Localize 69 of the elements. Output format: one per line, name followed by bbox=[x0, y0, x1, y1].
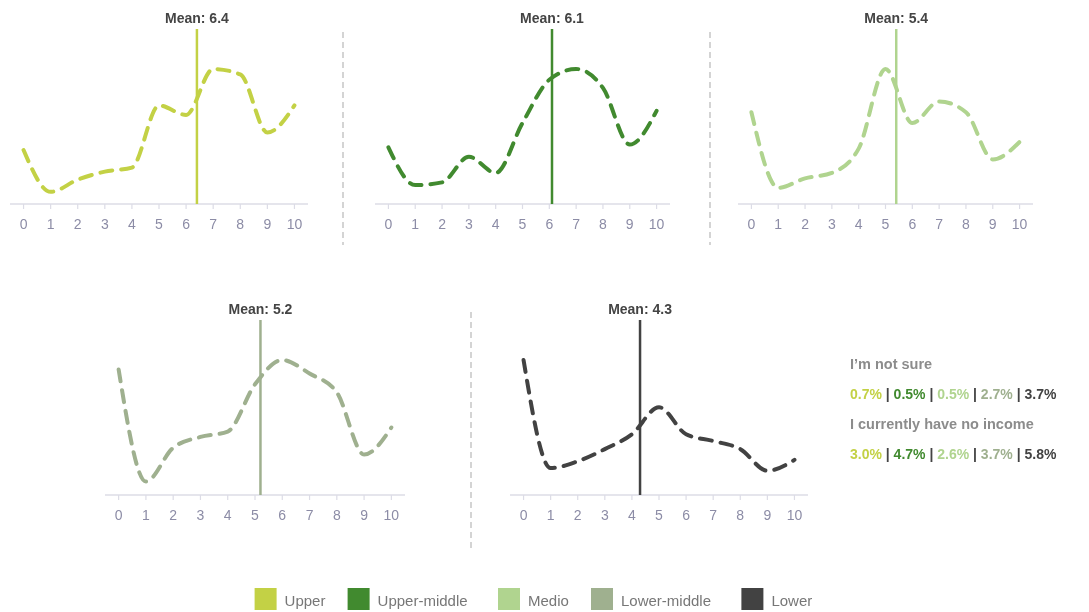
x-tick-label: 1 bbox=[46, 216, 55, 232]
x-tick-label: 0 bbox=[519, 507, 528, 523]
x-tick-label: 3 bbox=[827, 216, 836, 232]
x-tick-label: 0 bbox=[384, 216, 393, 232]
x-tick-label: 7 bbox=[305, 507, 314, 523]
x-tick-label: 9 bbox=[360, 507, 369, 523]
x-tick-label: 2 bbox=[438, 216, 447, 232]
ref-line-label: Mean: 6.1 bbox=[520, 10, 585, 26]
x-tick-label: 9 bbox=[263, 216, 272, 232]
x-tick-label: 0 bbox=[747, 216, 756, 232]
text: I’m not sure bbox=[850, 356, 933, 372]
x-tick-label: 6 bbox=[682, 507, 691, 523]
x-tick-label: 8 bbox=[599, 216, 608, 232]
x-tick-label: 3 bbox=[196, 507, 205, 523]
x-tick-label: 9 bbox=[763, 507, 772, 523]
x-tick-label: 0 bbox=[114, 507, 123, 523]
ref-line-label: Mean: 6.4 bbox=[165, 10, 230, 26]
x-tick-label: 1 bbox=[546, 507, 555, 523]
text: 3.0% | 4.7% | 2.6% | 3.7% | 5.8% bbox=[850, 446, 1057, 462]
x-tick-label: 7 bbox=[209, 216, 218, 232]
x-tick-label: 0 bbox=[19, 216, 28, 232]
x-tick-label: 4 bbox=[223, 507, 232, 523]
x-tick-label: 3 bbox=[464, 216, 473, 232]
x-tick-label: 5 bbox=[881, 216, 890, 232]
x-tick-label: 3 bbox=[600, 507, 609, 523]
legend-label: Lower-middle bbox=[621, 592, 712, 609]
x-tick-label: 4 bbox=[128, 216, 137, 232]
x-tick-label: 9 bbox=[988, 216, 997, 232]
legend-label: Medio bbox=[528, 592, 569, 609]
text: I currently have no income bbox=[850, 416, 1034, 432]
x-tick-label: 5 bbox=[155, 216, 164, 232]
x-tick-label: 2 bbox=[573, 507, 582, 523]
x-tick-label: 10 bbox=[383, 507, 400, 523]
x-tick-label: 7 bbox=[572, 216, 581, 232]
x-tick-label: 2 bbox=[73, 216, 82, 232]
x-tick-label: 6 bbox=[908, 216, 917, 232]
x-tick-label: 7 bbox=[709, 507, 718, 523]
legend-label: Upper-middle bbox=[377, 592, 468, 609]
x-tick-label: 5 bbox=[251, 507, 260, 523]
x-tick-label: 9 bbox=[625, 216, 634, 232]
x-tick-label: 4 bbox=[854, 216, 863, 232]
x-tick-label: 4 bbox=[491, 216, 500, 232]
x-tick-label: 2 bbox=[169, 507, 178, 523]
text: 0.7% | 0.5% | 0.5% | 2.7% | 3.7% bbox=[850, 386, 1057, 402]
x-tick-label: 7 bbox=[935, 216, 944, 232]
x-tick-label: 5 bbox=[518, 216, 527, 232]
ref-line-label: Mean: 5.4 bbox=[864, 10, 929, 26]
x-tick-label: 10 bbox=[648, 216, 665, 232]
x-tick-label: 4 bbox=[628, 507, 637, 523]
x-tick-label: 10 bbox=[286, 216, 303, 232]
x-tick-label: 10 bbox=[786, 507, 803, 523]
x-tick-label: 10 bbox=[1011, 216, 1028, 232]
x-tick-label: 6 bbox=[182, 216, 191, 232]
x-tick-label: 5 bbox=[655, 507, 664, 523]
x-tick-label: 1 bbox=[774, 216, 783, 232]
ref-line-label: Mean: 5.2 bbox=[228, 301, 293, 317]
legend-label: Lower bbox=[771, 592, 813, 609]
x-tick-label: 1 bbox=[142, 507, 151, 523]
x-tick-label: 2 bbox=[801, 216, 810, 232]
x-tick-label: 6 bbox=[278, 507, 287, 523]
x-tick-label: 8 bbox=[236, 216, 245, 232]
x-tick-label: 1 bbox=[411, 216, 420, 232]
ref-line-label: Mean: 4.3 bbox=[608, 301, 673, 317]
x-tick-label: 6 bbox=[545, 216, 554, 232]
legend-label: Upper bbox=[284, 592, 326, 609]
x-tick-label: 8 bbox=[332, 507, 341, 523]
x-tick-label: 3 bbox=[100, 216, 109, 232]
x-tick-label: 8 bbox=[962, 216, 971, 232]
x-tick-label: 8 bbox=[736, 507, 745, 523]
